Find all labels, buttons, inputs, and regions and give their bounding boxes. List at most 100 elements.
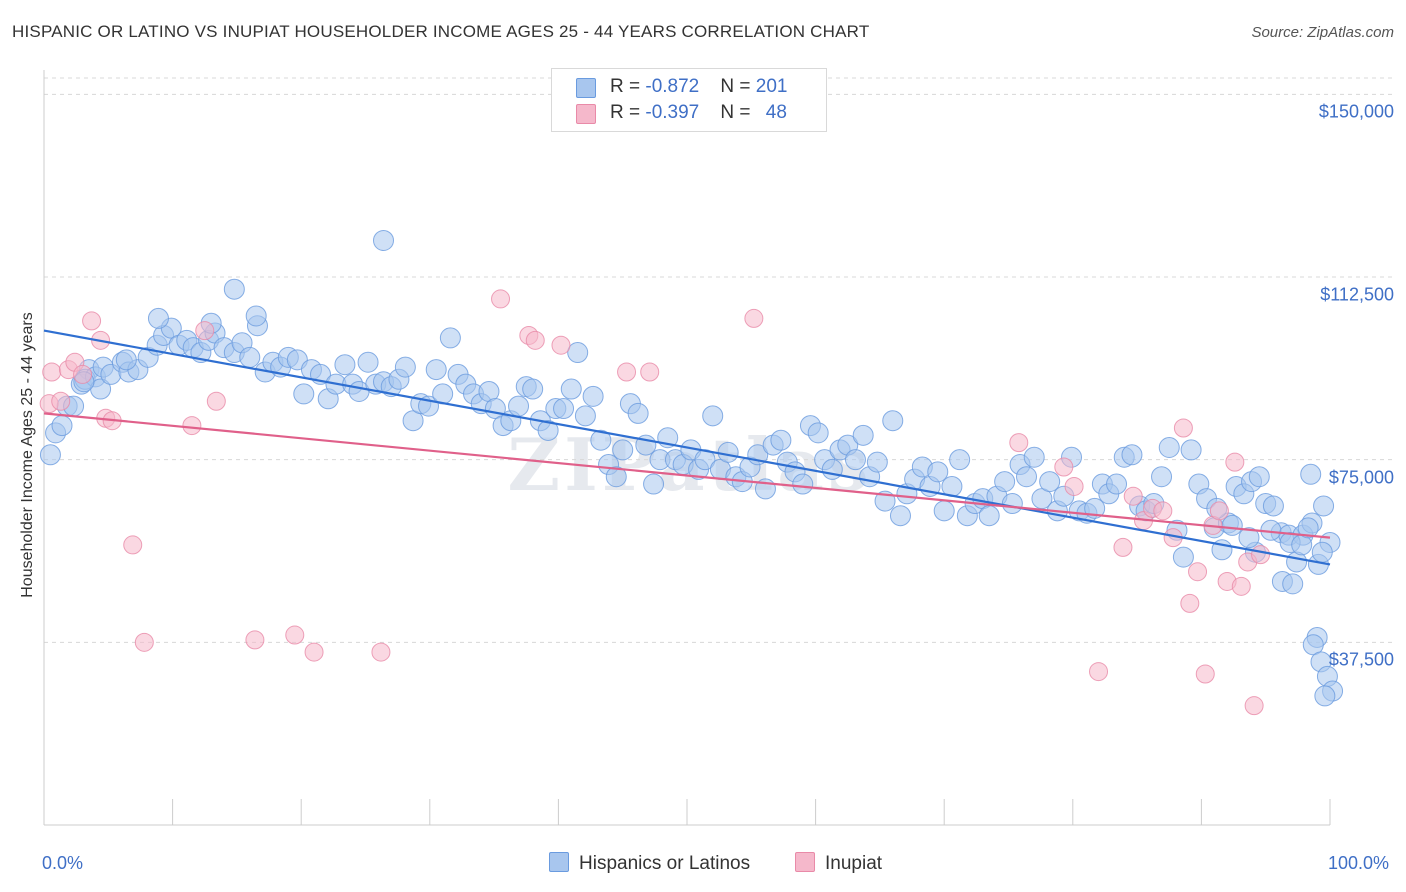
point-inupiat (1195, 664, 1215, 684)
point-inupiat (371, 642, 391, 662)
legend-swatch-hispanic (576, 78, 596, 98)
point-hispanic (844, 449, 866, 471)
y-tick-label: $37,500 (1328, 649, 1394, 670)
trendline-inupiat (43, 412, 1331, 539)
legend-r-value-inupiat: -0.397 (645, 102, 700, 123)
legend-r-value-hispanic: -0.872 (645, 76, 700, 97)
legend-n-label: N = (720, 102, 756, 123)
point-hispanic (889, 505, 911, 527)
point-hispanic (394, 356, 416, 378)
point-hispanic (866, 451, 888, 473)
point-hispanic (1221, 514, 1243, 536)
point-hispanic (933, 500, 955, 522)
legend-r-label: R = (610, 76, 646, 97)
point-inupiat (123, 535, 143, 555)
point-hispanic (1016, 466, 1038, 488)
point-hispanic (1282, 573, 1304, 595)
point-inupiat (1231, 576, 1251, 596)
y-tick-label: $112,500 (1320, 284, 1394, 305)
bottom-legend-hispanic: Hispanics or Latinos (549, 852, 750, 875)
point-hispanic (574, 405, 596, 427)
point-hispanic (590, 429, 612, 451)
point-inupiat (1173, 418, 1193, 438)
point-hispanic (1300, 463, 1322, 485)
x-tick-label-min: 0.0% (42, 853, 84, 873)
point-hispanic (605, 466, 627, 488)
point-hispanic (1248, 466, 1270, 488)
point-inupiat (195, 321, 215, 341)
chart-title: HISPANIC OR LATINO VS INUPIAT HOUSEHOLDE… (12, 22, 870, 41)
point-hispanic (1262, 495, 1284, 517)
point-hispanic (1023, 446, 1045, 468)
point-hispanic (994, 471, 1016, 493)
bottom-legend-swatch-hispanic (549, 852, 569, 872)
point-hispanic (643, 473, 665, 495)
point-inupiat (182, 416, 202, 436)
point-inupiat (1244, 696, 1264, 716)
point-inupiat (42, 362, 62, 382)
bottom-legend-inupiat: Inupiat (795, 852, 882, 875)
y-tick-label: $75,000 (1328, 467, 1394, 488)
point-inupiat (1089, 662, 1109, 682)
point-hispanic (807, 422, 829, 444)
y-tick-label: $150,000 (1318, 101, 1394, 122)
point-hispanic (1238, 527, 1260, 549)
point-inupiat (525, 330, 545, 350)
legend-n-value-hispanic: 201 (755, 76, 788, 97)
point-inupiat (744, 308, 764, 328)
point-hispanic (115, 349, 137, 371)
point-inupiat (245, 630, 265, 650)
point-inupiat (1209, 501, 1229, 521)
point-hispanic (223, 278, 245, 300)
correlation-legend: R = -0.872 N = 201 R = -0.397 N = 48 (551, 68, 827, 132)
point-inupiat (1180, 593, 1200, 613)
point-hispanic (522, 378, 544, 400)
point-inupiat (1188, 562, 1208, 582)
legend-n-label: N = (720, 76, 756, 97)
point-hispanic (425, 359, 447, 381)
point-inupiat (1123, 486, 1143, 506)
point-inupiat (51, 391, 71, 411)
point-hispanic (357, 351, 379, 373)
point-inupiat (640, 362, 660, 382)
point-hispanic (792, 473, 814, 495)
legend-swatch-inupiat (576, 104, 596, 124)
point-hispanic (537, 419, 559, 441)
point-hispanic (39, 444, 61, 466)
point-hispanic (1001, 493, 1023, 515)
point-inupiat (1054, 457, 1074, 477)
point-hispanic (560, 378, 582, 400)
point-hispanic (553, 398, 575, 420)
point-inupiat (1251, 545, 1271, 565)
point-hispanic (882, 410, 904, 432)
point-hispanic (334, 354, 356, 376)
bottom-legend-swatch-inupiat (795, 852, 815, 872)
point-hispanic (949, 449, 971, 471)
point-hispanic (978, 505, 1000, 527)
point-inupiat (1153, 501, 1173, 521)
point-inupiat (551, 335, 571, 355)
bottom-legend-label-inupiat: Inupiat (825, 853, 883, 874)
point-hispanic (1311, 541, 1333, 563)
point-hispanic (1039, 471, 1061, 493)
point-hispanic (567, 342, 589, 364)
point-inupiat (285, 625, 305, 645)
point-inupiat (304, 642, 324, 662)
point-inupiat (206, 391, 226, 411)
trendline-hispanic (43, 329, 1331, 566)
point-hispanic (245, 305, 267, 327)
point-hispanic (627, 402, 649, 424)
x-tick-label-max: 100.0% (1328, 853, 1390, 873)
point-hispanic (1172, 546, 1194, 568)
point-hispanic (508, 395, 530, 417)
point-hispanic (1121, 444, 1143, 466)
point-inupiat (491, 289, 511, 309)
point-hispanic (1158, 437, 1180, 458)
point-hispanic (582, 385, 604, 407)
point-hispanic (1313, 495, 1335, 517)
legend-n-value-inupiat: 48 (765, 102, 787, 123)
point-hispanic (612, 439, 634, 461)
point-hispanic (770, 429, 792, 451)
point-hispanic (51, 415, 73, 437)
